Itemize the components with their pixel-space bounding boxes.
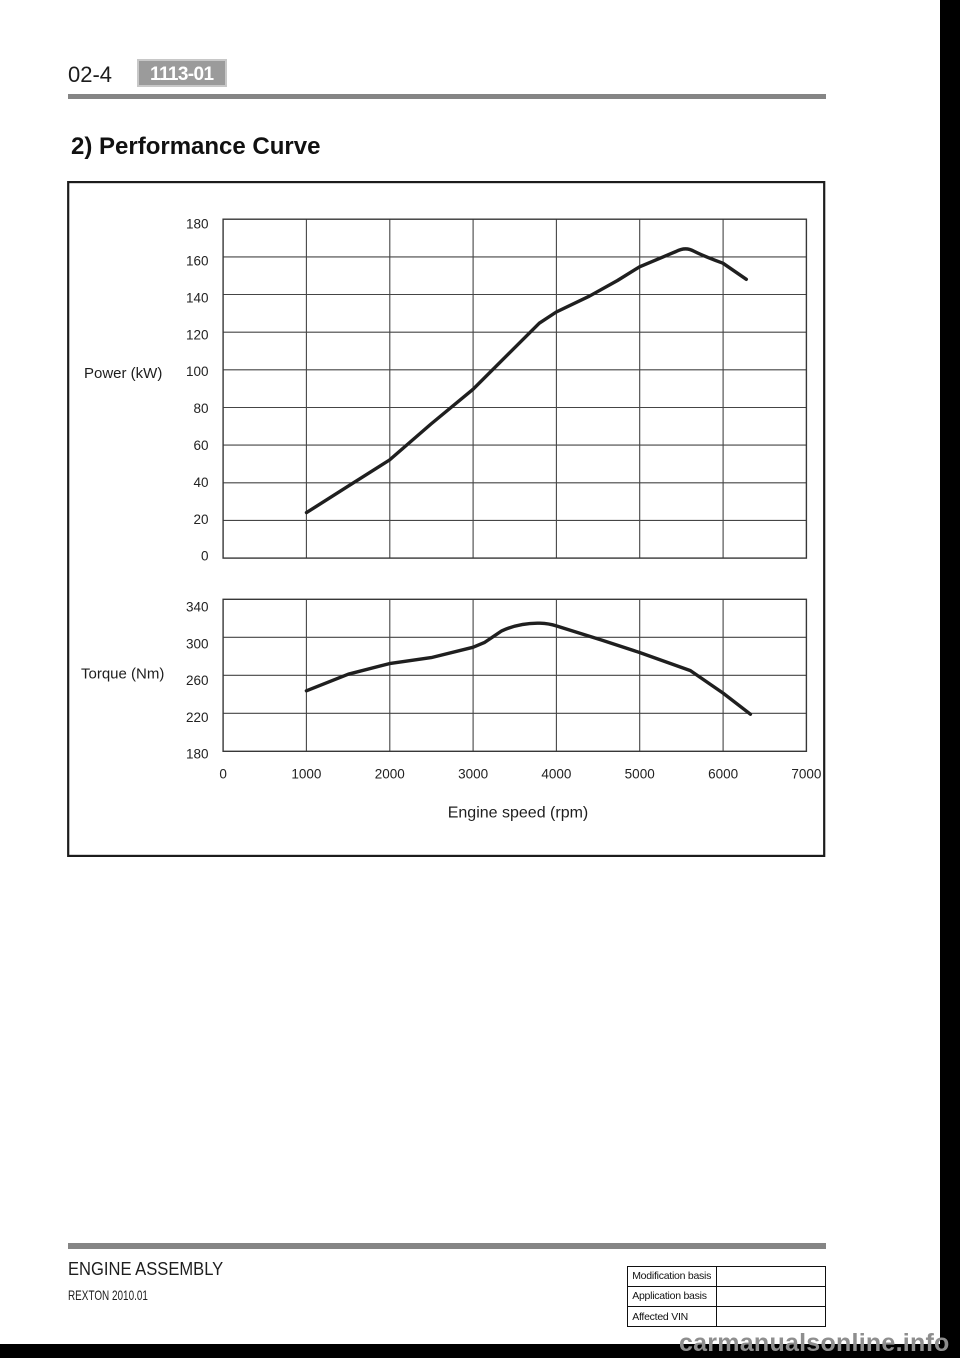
svg-text:60: 60 bbox=[193, 438, 208, 453]
svg-text:80: 80 bbox=[193, 401, 208, 416]
svg-text:100: 100 bbox=[186, 364, 209, 379]
svg-text:4000: 4000 bbox=[541, 766, 571, 781]
svg-text:120: 120 bbox=[186, 327, 209, 342]
svg-text:Power (kW): Power (kW) bbox=[84, 365, 162, 382]
svg-text:6000: 6000 bbox=[708, 766, 738, 781]
svg-text:0: 0 bbox=[219, 766, 227, 781]
svg-text:0: 0 bbox=[201, 549, 209, 564]
svg-text:1000: 1000 bbox=[291, 766, 321, 781]
svg-text:180: 180 bbox=[186, 217, 209, 232]
svg-text:7000: 7000 bbox=[791, 766, 821, 781]
svg-text:180: 180 bbox=[186, 747, 209, 762]
svg-text:220: 220 bbox=[186, 710, 209, 725]
svg-text:20: 20 bbox=[193, 512, 208, 527]
svg-text:Engine speed (rpm): Engine speed (rpm) bbox=[448, 805, 589, 822]
svg-text:Torque (Nm): Torque (Nm) bbox=[81, 665, 164, 682]
svg-text:140: 140 bbox=[186, 290, 209, 305]
svg-text:340: 340 bbox=[186, 600, 209, 615]
svg-text:40: 40 bbox=[193, 475, 208, 490]
svg-text:300: 300 bbox=[186, 636, 209, 651]
svg-text:5000: 5000 bbox=[625, 766, 655, 781]
svg-text:160: 160 bbox=[186, 254, 209, 269]
svg-text:2000: 2000 bbox=[375, 766, 405, 781]
svg-text:260: 260 bbox=[186, 673, 209, 688]
svg-text:3000: 3000 bbox=[458, 766, 488, 781]
